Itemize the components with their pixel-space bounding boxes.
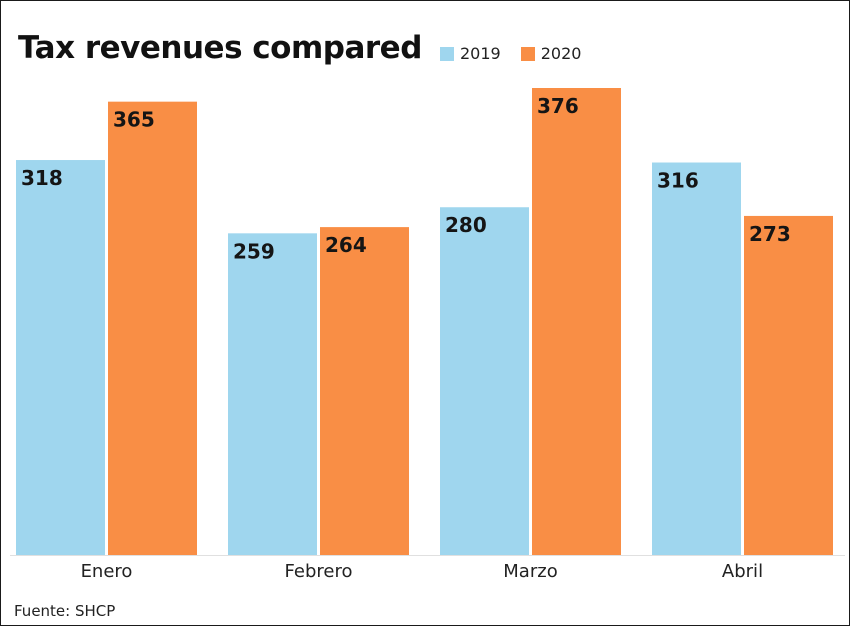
data-label-marzo-2020: 376 — [537, 94, 579, 118]
category-label-febrero: Febrero — [285, 561, 353, 582]
bar-febrero-2020 — [320, 227, 409, 555]
data-label-abril-2020: 273 — [749, 222, 791, 246]
source-note: Fuente: SHCP — [14, 602, 116, 620]
data-label-marzo-2019: 280 — [445, 213, 487, 237]
bar-enero-2019 — [16, 160, 105, 555]
bar-abril-2019 — [652, 162, 741, 555]
data-label-enero-2019: 318 — [21, 166, 63, 190]
legend-item-2019: 2019 — [440, 44, 501, 63]
bar-marzo-2019 — [440, 207, 529, 555]
category-label-enero: Enero — [81, 561, 133, 582]
legend-swatch-2019 — [440, 46, 454, 61]
category-label-marzo: Marzo — [503, 561, 557, 582]
bar-marzo-2020 — [532, 88, 621, 555]
bar-abril-2020 — [744, 215, 833, 555]
legend-label-2019: 2019 — [460, 44, 501, 63]
data-label-febrero-2019: 259 — [233, 239, 275, 263]
bar-febrero-2019 — [228, 233, 317, 556]
legend-swatch-2020 — [520, 46, 535, 61]
legend-label-2020: 2020 — [540, 44, 582, 63]
data-label-febrero-2020: 264 — [325, 233, 367, 257]
data-label-abril-2019: 316 — [657, 169, 699, 193]
chart-title: Tax revenues compared — [18, 30, 422, 66]
legend-item-2020: 2020 — [520, 44, 582, 63]
data-label-enero-2020: 365 — [113, 108, 155, 132]
bar-enero-2020 — [108, 101, 197, 555]
category-label-abril: Abril — [722, 561, 763, 582]
chart-legend: 2019 2020 — [440, 44, 601, 63]
